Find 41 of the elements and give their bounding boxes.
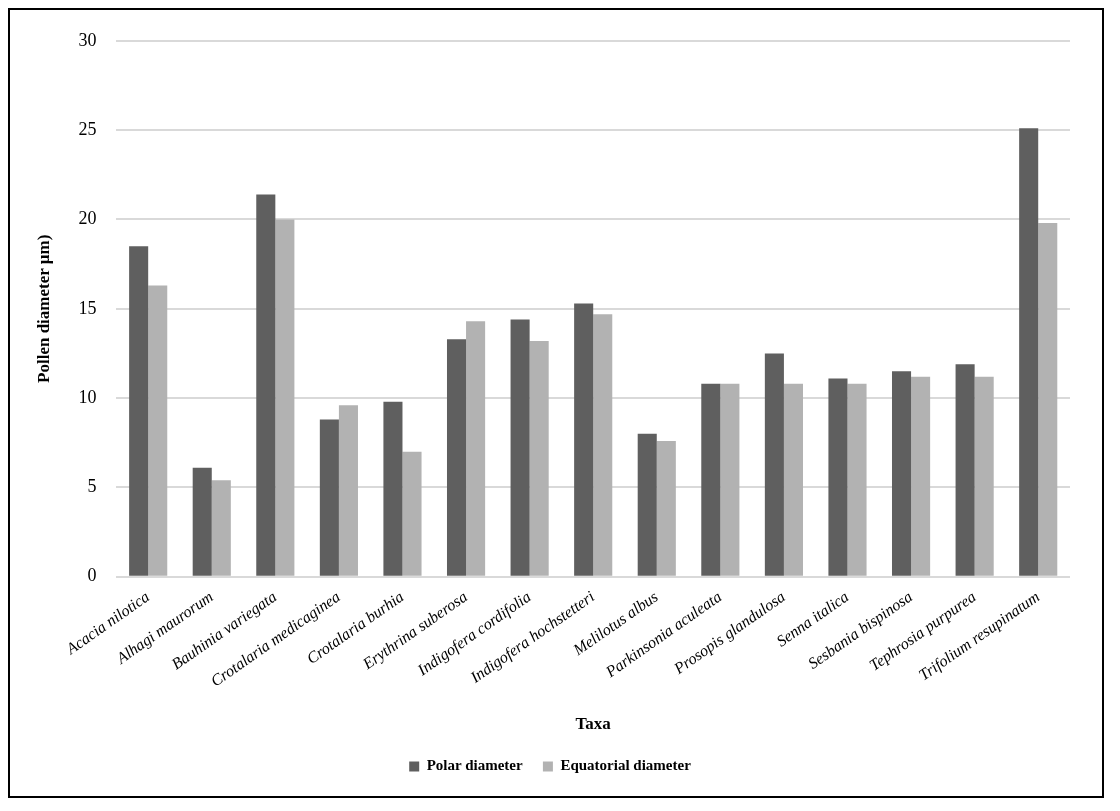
bar xyxy=(955,364,975,576)
bar xyxy=(402,451,422,576)
bar xyxy=(974,376,994,576)
bar xyxy=(319,419,339,576)
bar xyxy=(828,378,848,576)
bar xyxy=(529,340,549,576)
legend-label: Polar diameter xyxy=(426,757,523,774)
bar xyxy=(211,480,231,576)
legend-label: Equatorial diameter xyxy=(560,757,692,774)
y-tick-label: 5 xyxy=(87,476,97,497)
bar xyxy=(701,383,721,576)
bar xyxy=(847,383,867,576)
y-tick-label: 20 xyxy=(78,208,97,229)
bar xyxy=(275,219,295,576)
bar xyxy=(637,433,657,576)
y-tick-label: 0 xyxy=(87,565,97,586)
bar xyxy=(466,321,486,576)
bar xyxy=(656,440,676,576)
bar xyxy=(764,353,784,576)
bar xyxy=(256,194,276,576)
y-tick-label: 25 xyxy=(78,118,97,139)
bar xyxy=(129,246,149,576)
bar xyxy=(911,376,931,576)
bar xyxy=(338,405,358,576)
x-axis-title: Taxa xyxy=(575,714,612,734)
y-tick-label: 10 xyxy=(78,386,97,407)
y-tick-label: 15 xyxy=(78,297,97,318)
bar xyxy=(383,401,403,576)
bar xyxy=(593,314,613,576)
bar xyxy=(783,383,803,576)
bar xyxy=(148,285,168,576)
y-axis-title: Pollen diameter µm) xyxy=(33,234,53,383)
bar xyxy=(192,467,212,576)
y-tick-label: 30 xyxy=(78,29,97,50)
bar xyxy=(720,383,740,576)
bar xyxy=(1038,223,1058,576)
bar xyxy=(892,371,912,576)
bar xyxy=(510,319,530,576)
bar xyxy=(1019,128,1039,576)
bar xyxy=(574,303,594,576)
bar xyxy=(446,339,467,576)
